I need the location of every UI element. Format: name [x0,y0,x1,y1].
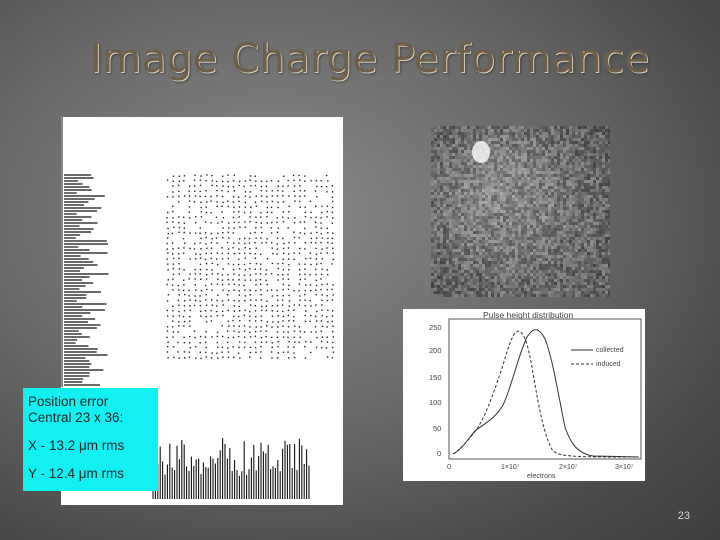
y-tick-label: 100 [429,398,442,407]
x-tick-label: 3×10⁷ [615,464,634,471]
page-number: 23 [677,510,690,522]
pulse-height-graphic: Pulse height distribution 250 200 150 10… [429,310,642,480]
y-tick-label: 150 [429,373,442,382]
position-scan-graphic [61,117,335,499]
position-histogram-bars [61,117,109,387]
annotation-line-3: X - 13.2 μm rms [28,438,125,453]
y-tick-label: 200 [429,346,442,355]
legend-induced-label: induced [596,361,621,368]
annotation-line-2: Central 23 x 36: [28,410,124,425]
plot-frame [448,318,642,460]
x-tick-label: 1×10⁷ [501,464,520,471]
y-tick-label: 50 [433,424,441,433]
position-error-annotation: Position error Central 23 x 36: X - 13.2… [23,388,158,491]
position-spike-trace [152,438,310,499]
plot-title: Pulse height distribution [483,310,574,320]
annotation-line-4: Y - 12.4 μm rms [28,466,125,481]
slide-title: Image Charge Performance [90,36,650,82]
x-tick-label: 0 [447,462,451,471]
detector-noise-texture [431,126,610,297]
x-tick-label: 2×10⁷ [559,464,578,471]
y-tick-label: 0 [437,449,441,458]
annotation-line-1: Position error [28,394,109,409]
pulse-height-plot: Pulse height distribution 250 200 150 10… [403,309,645,481]
x-axis-label: electrons [527,473,556,480]
legend-collected-label: collected [596,347,624,354]
position-dot-grid [166,174,335,360]
y-tick-label: 250 [429,323,442,332]
y-axis-ticks: 250 200 150 100 50 0 [429,323,442,458]
detector-image-graphic [431,126,610,297]
detector-image [431,126,610,297]
x-axis-ticks: 0 1×10⁷ 2×10⁷ 3×10⁷ [447,462,634,471]
